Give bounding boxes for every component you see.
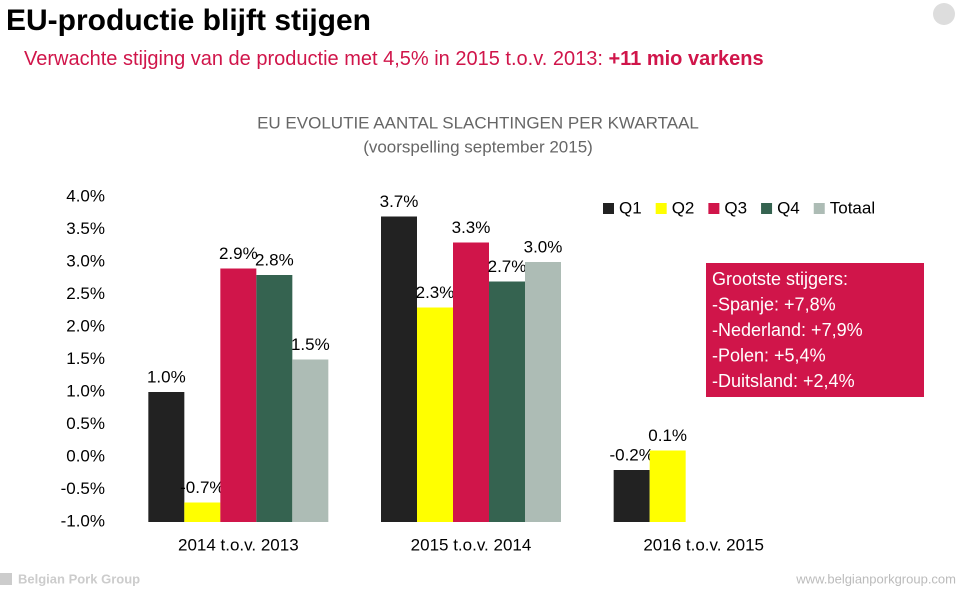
- value-label: 2.9%: [219, 244, 258, 263]
- annotation-line: -Nederland: +7,9%: [712, 320, 863, 340]
- bar: [525, 262, 561, 522]
- y-tick-label: 0.5%: [66, 414, 105, 433]
- value-label: 2.7%: [488, 257, 527, 276]
- y-tick-label: 1.0%: [66, 381, 105, 400]
- y-tick-label: 2.0%: [66, 316, 105, 335]
- value-label: 1.5%: [291, 335, 330, 354]
- bar: [184, 502, 221, 522]
- legend-swatch: [761, 203, 773, 214]
- value-label: 3.7%: [380, 192, 419, 211]
- y-tick-label: -0.5%: [61, 479, 105, 498]
- y-tick-label: 2.5%: [66, 284, 105, 303]
- bar: [381, 216, 417, 522]
- bar: [220, 268, 257, 522]
- annotation-line: -Polen: +5,4%: [712, 345, 826, 365]
- subtitle-highlight: +11 mio varkens: [608, 48, 763, 70]
- bar: [417, 307, 453, 522]
- legend-swatch: [813, 203, 825, 214]
- legend-swatch: [655, 203, 667, 214]
- value-label: 2.3%: [416, 283, 455, 302]
- value-label: 3.0%: [524, 237, 563, 256]
- legend-label: Q2: [672, 198, 695, 217]
- y-tick-label: 0.0%: [66, 446, 105, 465]
- y-tick-label: 3.0%: [66, 251, 105, 270]
- bar: [292, 359, 329, 522]
- legend-label: Q1: [619, 198, 642, 217]
- footer-brand: Belgian Pork Group: [18, 571, 140, 586]
- subtitle-text: Verwachte stijging van de productie met …: [24, 48, 603, 70]
- brand-icon: [0, 573, 12, 585]
- annotation-line: -Duitsland: +2,4%: [712, 371, 855, 391]
- legend-label: Q4: [777, 198, 800, 217]
- value-label: 0.1%: [648, 426, 687, 445]
- chart-title: EU EVOLUTIE AANTAL SLACHTINGEN PER KWART…: [257, 113, 699, 132]
- home-icon[interactable]: [933, 3, 955, 25]
- value-label: -0.2%: [609, 445, 653, 464]
- value-label: 2.8%: [255, 250, 294, 269]
- legend-label: Q3: [724, 198, 747, 217]
- value-label: 3.3%: [452, 218, 491, 237]
- x-tick-label: 2015 t.o.v. 2014: [411, 535, 532, 554]
- x-tick-label: 2014 t.o.v. 2013: [178, 535, 299, 554]
- page-title: EU-productie blijft stijgen: [6, 4, 371, 37]
- legend-label: Totaal: [830, 198, 875, 217]
- page-subtitle: Verwachte stijging van de productie met …: [24, 48, 764, 70]
- footer-url: www.belgianporkgroup.com: [795, 571, 956, 586]
- x-tick-label: 2016 t.o.v. 2015: [643, 535, 764, 554]
- bar: [148, 392, 185, 522]
- chart-subtitle: (voorspelling september 2015): [363, 137, 593, 156]
- annotation-line: Grootste stijgers:: [712, 269, 848, 289]
- y-tick-label: 1.5%: [66, 349, 105, 368]
- value-label: 1.0%: [147, 367, 186, 386]
- bar: [613, 470, 650, 522]
- legend-swatch: [708, 203, 720, 214]
- bar: [256, 275, 293, 522]
- bar: [649, 450, 686, 522]
- y-tick-label: 3.5%: [66, 219, 105, 238]
- value-label: -0.7%: [180, 478, 224, 497]
- annotation-line: -Spanje: +7,8%: [712, 294, 836, 314]
- bar: [453, 242, 489, 522]
- y-tick-label: 4.0%: [66, 186, 105, 205]
- bar: [489, 281, 525, 522]
- legend-swatch: [603, 203, 614, 214]
- annotation-box: [706, 263, 924, 397]
- y-tick-label: -1.0%: [61, 511, 105, 530]
